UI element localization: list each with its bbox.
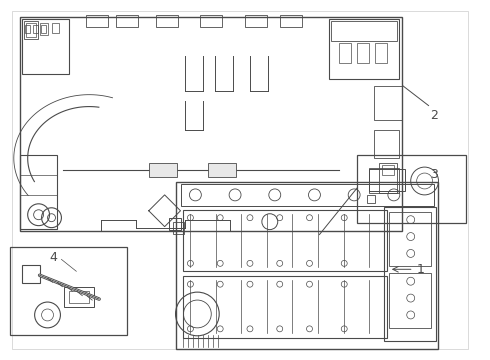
Bar: [367, 195, 375, 203]
Bar: [64, 287, 94, 307]
Text: 2: 2: [431, 109, 439, 122]
Bar: [149, 163, 176, 177]
Bar: [70, 291, 89, 303]
Bar: [331, 21, 397, 41]
Bar: [329, 19, 399, 79]
Bar: [183, 276, 387, 338]
Bar: [20, 155, 57, 229]
Bar: [389, 212, 431, 266]
Bar: [374, 130, 399, 158]
Bar: [40, 23, 48, 35]
Bar: [22, 265, 40, 283]
Bar: [369, 168, 399, 193]
Bar: [10, 247, 127, 335]
Bar: [245, 15, 267, 27]
Bar: [382, 165, 394, 175]
Bar: [156, 15, 177, 27]
Text: 4: 4: [49, 251, 57, 265]
Bar: [208, 163, 236, 177]
Bar: [25, 23, 36, 37]
Bar: [384, 207, 436, 341]
Bar: [24, 25, 30, 33]
Bar: [200, 15, 222, 27]
Bar: [22, 19, 70, 74]
Bar: [20, 17, 402, 231]
Bar: [86, 15, 108, 27]
Bar: [172, 222, 184, 234]
Bar: [357, 155, 466, 223]
Bar: [389, 273, 431, 328]
Bar: [280, 15, 301, 27]
Text: 1: 1: [416, 263, 424, 276]
Bar: [369, 169, 405, 191]
Bar: [375, 43, 387, 63]
Bar: [24, 21, 38, 39]
Bar: [116, 15, 138, 27]
Bar: [41, 25, 46, 33]
Bar: [357, 43, 369, 63]
Bar: [374, 86, 402, 121]
Bar: [33, 25, 38, 33]
Text: 3: 3: [431, 168, 439, 181]
Bar: [51, 23, 59, 33]
Bar: [339, 43, 351, 63]
Bar: [180, 184, 434, 206]
Bar: [183, 210, 387, 271]
Bar: [379, 163, 397, 193]
Bar: [169, 218, 180, 230]
Bar: [175, 182, 439, 349]
